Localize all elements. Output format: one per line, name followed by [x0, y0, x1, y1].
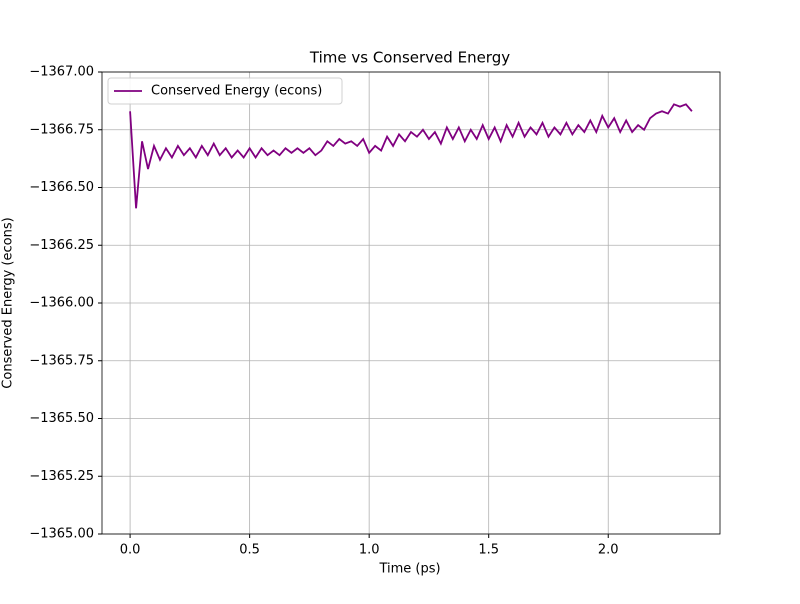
- legend: Conserved Energy (econs): [107, 77, 343, 105]
- x-tick-label: 1.5: [478, 543, 499, 558]
- y-tick-label: −1366.75: [29, 122, 94, 137]
- x-tick-label: 2.0: [598, 543, 619, 558]
- x-tick-label: 0.5: [239, 543, 260, 558]
- y-tick-label: −1366.00: [29, 296, 94, 311]
- legend-box: [107, 77, 343, 105]
- y-tick-label: −1365.75: [29, 353, 94, 368]
- y-tick-label: −1367.00: [29, 65, 94, 80]
- y-tick-label: −1365.25: [29, 469, 94, 484]
- legend-label: Conserved Energy (econs): [151, 84, 322, 99]
- chart-title: Time vs Conserved Energy: [309, 49, 510, 67]
- y-tick-label: −1366.50: [29, 180, 94, 195]
- y-tick-label: −1366.25: [29, 238, 94, 253]
- y-axis-label: Conserved Energy (econs): [1, 217, 16, 388]
- x-axis-label: Time (ps): [378, 562, 440, 577]
- data-line: [129, 103, 693, 209]
- plot-frame: [101, 71, 721, 535]
- x-tick-label: 0.0: [120, 543, 141, 558]
- y-tick-label: −1365.50: [29, 411, 94, 426]
- y-tick-label: −1365.00: [29, 527, 94, 542]
- x-tick-label: 1.0: [359, 543, 380, 558]
